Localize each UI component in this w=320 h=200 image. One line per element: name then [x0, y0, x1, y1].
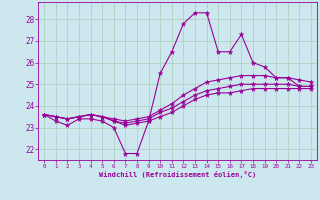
X-axis label: Windchill (Refroidissement éolien,°C): Windchill (Refroidissement éolien,°C) [99, 171, 256, 178]
